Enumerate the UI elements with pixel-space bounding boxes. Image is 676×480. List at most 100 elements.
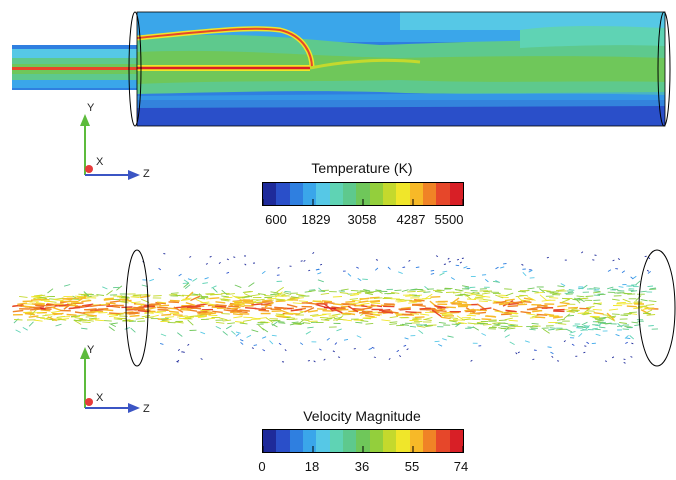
velocity-vector [419,307,431,310]
velocity-vector [55,297,64,300]
velocity-vector [648,300,657,303]
velocity-vector [190,295,201,302]
velocity-colorbar [262,429,464,453]
velocity-vector [531,322,539,325]
velocity-vector [234,304,245,308]
velocity-vector [277,295,287,297]
velocity-vector [264,301,275,308]
temperature-colorbar-segment [449,183,463,205]
velocity-vector [518,290,526,293]
velocity-vector [544,313,555,316]
velocity-vector [435,255,439,257]
velocity-vector [457,293,466,296]
velocity-vector [583,325,590,327]
velocity-vector [548,328,555,331]
velocity-vector [159,304,170,307]
velocity-vector [402,266,406,269]
velocity-vector [629,311,637,314]
velocity-vector [635,280,641,286]
velocity-vector [396,349,400,353]
velocity-vector [246,334,252,338]
velocity-vector [568,289,575,291]
velocity-vector [36,316,45,319]
velocity-vector [239,322,248,325]
velocity-vector [640,299,648,302]
velocity-vector [362,312,373,315]
velocity-vector [371,302,381,305]
velocity-vector [258,324,265,331]
velocity-vector [222,319,232,322]
velocity-vector [226,293,235,296]
velocity-vector [635,295,642,302]
velocity-vector [343,338,349,341]
velocity-vector [234,284,242,289]
velocity-vector [464,291,473,294]
velocity-vector [581,321,588,326]
velocity-vector [248,282,255,287]
velocity-vector [155,301,166,305]
velocity-colorbar-segment [356,430,370,452]
velocity-vector [39,296,48,300]
temperature-colorbar-segment [276,183,290,205]
velocity-vector [484,278,489,283]
velocity-vector [278,322,286,324]
velocity-vector [636,306,646,309]
velocity-colorbar-segment [329,430,343,452]
velocity-vector [566,328,573,333]
temperature-colorbar [262,182,464,206]
velocity-colorbar-ticks [262,446,464,453]
velocity-vector [39,317,50,320]
velocity-vector [320,292,330,295]
velocity-vector [206,312,217,315]
velocity-vector [509,311,519,314]
velocity-vector [526,313,536,316]
velocity-vector [72,295,80,300]
velocity-vector [631,342,634,345]
velocity-vector [563,313,571,320]
velocity-vector [319,263,323,266]
velocity-vector [394,289,402,292]
velocity-vector [353,318,363,321]
velocity-vector [193,293,202,296]
velocity-vector [257,317,267,320]
velocity-vector [646,314,656,316]
velocity-vector [326,316,336,319]
velocity-vector [70,315,81,318]
velocity-vector [492,322,501,324]
velocity-vector [478,300,488,303]
velocity-vector [216,304,227,307]
velocity-vector [607,269,612,272]
velocity-vector [251,303,263,306]
velocity-colorbar-segment [449,430,463,452]
velocity-vector [74,317,84,320]
velocity-vector [561,298,570,303]
velocity-vector [625,341,628,344]
velocity-vector [390,291,400,294]
temperature-colorbar-segment [422,183,437,205]
velocity-vector [51,306,62,312]
velocity-vector [160,333,167,337]
velocity-vector [360,307,372,310]
velocity-vector [624,334,629,339]
velocity-vector [508,319,518,322]
velocity-vector [215,325,221,330]
velocity-vector [75,295,85,298]
velocity-vector [633,307,643,310]
velocity-vector [618,286,624,288]
velocity-vector [222,298,231,301]
velocity-vector [200,301,210,304]
velocity-vector [566,310,575,313]
velocity-vector [200,358,203,360]
velocity-vector [170,292,179,294]
velocity-vector [182,297,192,300]
velocity-vector [593,290,600,292]
velocity-vector [504,334,510,338]
velocity-vector [230,306,241,310]
velocity-colorbar-segment [276,430,290,452]
velocity-vector [105,302,116,305]
velocity-vector [557,318,565,321]
velocity-vector [449,311,460,314]
velocity-vector [434,290,443,293]
velocity-vector [456,258,460,261]
velocity-vector [457,321,467,325]
